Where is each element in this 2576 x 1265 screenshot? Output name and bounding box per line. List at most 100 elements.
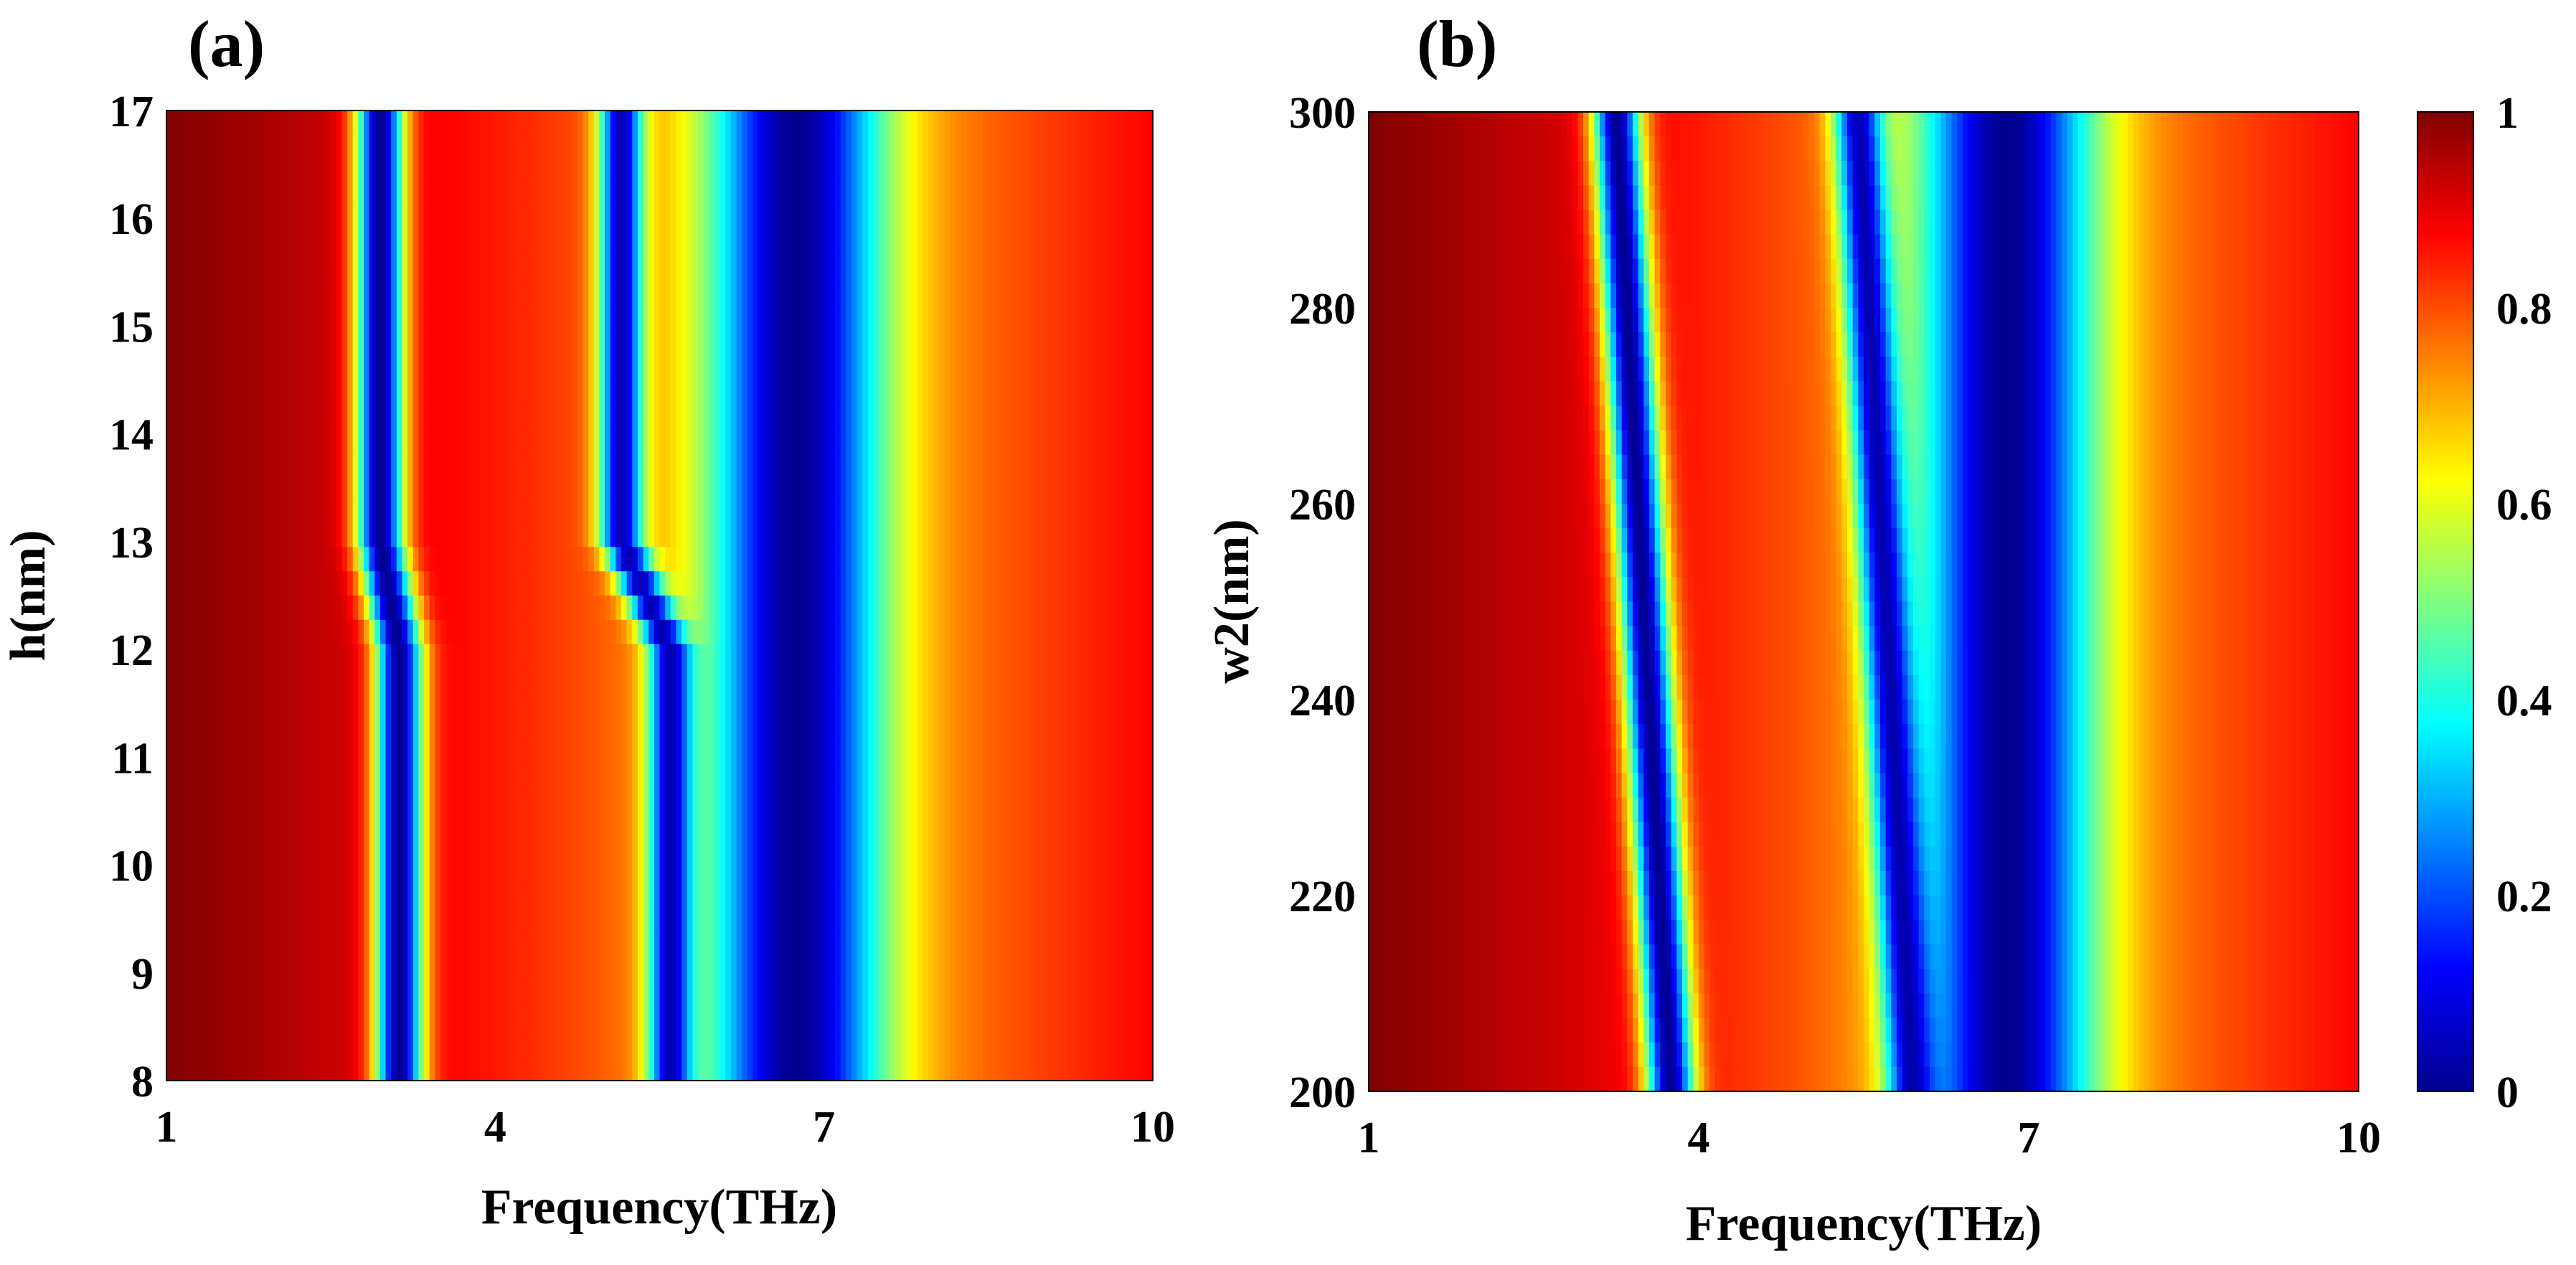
panel-a-heatmap-cell [1032, 474, 1038, 499]
panel-a-heatmap-cell [989, 596, 994, 620]
panel-a-heatmap-cell [879, 450, 884, 474]
panel-a-heatmap-cell [260, 499, 265, 523]
panel-a-heatmap-cell [254, 547, 260, 571]
panel-a-heatmap-cell [232, 450, 238, 474]
panel-a-heatmap-cell [1076, 668, 1082, 692]
panel-a-heatmap-cell [243, 644, 249, 669]
panel-a-heatmap-cell [331, 329, 336, 353]
panel-a-heatmap-cell [1005, 644, 1011, 669]
panel-a-heatmap-cell [314, 571, 320, 596]
panel-a-heatmap-cell [692, 741, 698, 766]
panel-a-heatmap-cell [654, 717, 660, 741]
panel-a-heatmap-cell [999, 692, 1005, 717]
panel-a-heatmap-cell [868, 207, 874, 232]
panel-a-heatmap-cell [402, 353, 407, 377]
panel-a-heatmap-cell [1109, 377, 1115, 402]
panel-a-heatmap-cell [945, 110, 950, 135]
panel-a-heatmap-cell [627, 425, 633, 450]
panel-a-heatmap-cell [873, 474, 879, 499]
panel-a-heatmap-cell [501, 523, 506, 547]
panel-a-heatmap-cell [747, 450, 753, 474]
panel-a-heatmap-cell [353, 329, 359, 353]
panel-a-heatmap-cell [594, 159, 600, 184]
panel-a-heatmap-cell [1049, 281, 1055, 305]
panel-a-heatmap-cell [660, 499, 666, 523]
panel-a-heatmap-cell [1082, 353, 1088, 377]
panel-a-heatmap-cell [555, 499, 561, 523]
panel-a-heatmap-cell [189, 402, 194, 426]
panel-a-heatmap-cell [243, 620, 249, 644]
panel-a-heatmap-cell [687, 304, 693, 329]
panel-a-heatmap-cell [550, 207, 556, 232]
panel-a-heatmap-cell [364, 766, 369, 790]
panel-a-heatmap-cell [791, 547, 797, 571]
panel-a-heatmap-cell [386, 499, 392, 523]
panel-a-heatmap-cell [430, 304, 435, 329]
panel-a-heatmap-cell [989, 159, 994, 184]
panel-a-heatmap-cell [430, 620, 435, 644]
panel-a-heatmap-cell [961, 717, 967, 741]
panel-a-heatmap-cell [237, 304, 243, 329]
panel-a-heatmap-cell [906, 425, 912, 450]
panel-a-heatmap-cell [534, 110, 539, 135]
panel-a-heatmap-cell [1065, 523, 1071, 547]
panel-a-heatmap-cell [227, 741, 232, 766]
panel-a-heatmap-cell [648, 377, 654, 402]
panel-a-heatmap-cell [473, 499, 479, 523]
panel-a-heatmap-cell [1136, 523, 1142, 547]
panel-a-heatmap-cell [736, 402, 742, 426]
panel-a-heatmap-cell [528, 668, 534, 692]
panel-a-heatmap-cell [747, 353, 753, 377]
panel-a-heatmap-cell [331, 596, 336, 620]
panel-a-heatmap-cell [1043, 183, 1049, 207]
panel-a-heatmap-cell [293, 425, 298, 450]
panel-a-heatmap-cell [567, 329, 572, 353]
panel-a-heatmap-cell [369, 620, 375, 644]
panel-a-heatmap-cell [742, 377, 747, 402]
panel-a-heatmap-cell [999, 159, 1005, 184]
panel-a-heatmap-cell [281, 304, 287, 329]
panel-a-heatmap-cell [204, 353, 210, 377]
panel-a-heatmap-cell [523, 425, 529, 450]
panel-a-heatmap-cell [1032, 668, 1038, 692]
panel-a-heatmap-cell [451, 644, 457, 669]
panel-a-heatmap-cell [511, 425, 517, 450]
panel-a-heatmap-cell [216, 620, 222, 644]
panel-a-heatmap-cell [341, 499, 347, 523]
panel-a-heatmap-cell [484, 329, 490, 353]
panel-a-heatmap-cell [917, 159, 923, 184]
panel-a-heatmap-cell [599, 668, 605, 692]
panel-a-heatmap-cell [260, 377, 265, 402]
panel-a-heatmap-cell [204, 547, 210, 571]
panel-a-heatmap-cell [1032, 644, 1038, 669]
panel-a-heatmap-cell [501, 620, 506, 644]
panel-a-heatmap-cell [671, 692, 676, 717]
panel-a-heatmap-cell [177, 281, 183, 305]
panel-a-heatmap-cell [495, 766, 501, 790]
panel-a-heatmap-cell [813, 425, 818, 450]
panel-a-heatmap-cell [369, 377, 375, 402]
panel-a-heatmap-cell [473, 547, 479, 571]
panel-a-heatmap-cell [364, 741, 369, 766]
panel-a-heatmap-cell [336, 644, 342, 669]
panel-a-heatmap-cell [829, 304, 835, 329]
panel-a-heatmap-cell [1142, 232, 1148, 256]
panel-a-heatmap-cell [331, 159, 336, 184]
panel-a-heatmap-cell [511, 135, 517, 159]
panel-a-heatmap-cell [742, 596, 747, 620]
panel-a-heatmap-cell [478, 571, 484, 596]
panel-a-heatmap-cell [802, 135, 808, 159]
panel-a-heatmap-cell [687, 474, 693, 499]
panel-a-heatmap-cell [747, 183, 753, 207]
panel-a-heatmap-cell [478, 304, 484, 329]
panel-a-heatmap-cell [1049, 232, 1055, 256]
panel-a-heatmap-cell [577, 523, 583, 547]
panel-a-heatmap-cell [309, 281, 315, 305]
panel-a-heatmap-cell [594, 547, 600, 571]
panel-a-heatmap-cell [638, 329, 643, 353]
panel-a-heatmap-cell [747, 110, 753, 135]
panel-a-heatmap-cell [309, 499, 315, 523]
panel-a-heatmap-cell [808, 256, 813, 281]
panel-a-heatmap-cell [588, 571, 594, 596]
panel-a-heatmap-cell [440, 692, 446, 717]
